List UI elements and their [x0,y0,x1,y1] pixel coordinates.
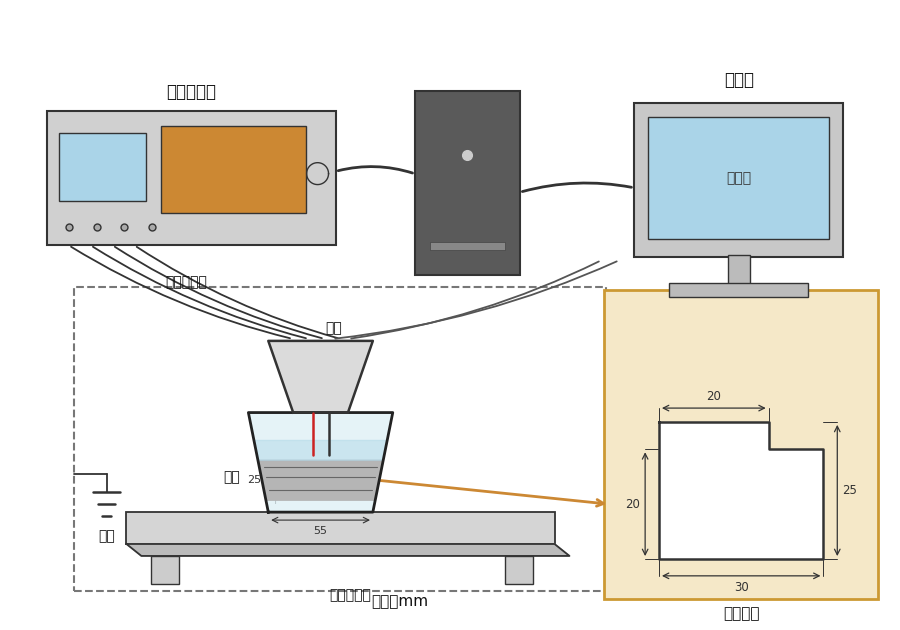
Text: 不锈钢带: 不锈钢带 [723,605,760,621]
Text: 四端对探头: 四端对探头 [166,275,207,289]
Text: 30: 30 [734,581,749,594]
Text: 25: 25 [842,484,857,497]
Text: 55: 55 [313,526,328,536]
Polygon shape [254,440,387,461]
Text: 接地: 接地 [98,529,115,543]
Bar [126,512,554,544]
Bar [58,133,147,200]
Polygon shape [258,461,383,500]
Bar [47,111,336,245]
Polygon shape [268,341,373,413]
Bar [648,117,829,239]
Bar [415,91,519,275]
Text: 烧杯: 烧杯 [224,470,240,484]
Polygon shape [659,422,824,559]
Bar [430,243,505,250]
Text: r: r [274,496,279,506]
Polygon shape [126,544,570,556]
Text: 显示器: 显示器 [724,71,753,89]
Bar [74,287,607,591]
Text: 20: 20 [626,498,640,511]
Bar [669,283,808,297]
Bar [604,290,878,598]
Bar [505,556,533,584]
Text: 电极: 电极 [326,321,342,335]
Text: 20: 20 [706,390,721,403]
Bar [728,255,750,285]
Text: 水平工作台: 水平工作台 [329,588,372,602]
Text: 显示器: 显示器 [726,171,752,185]
Text: 25: 25 [248,475,261,485]
Text: 10: 10 [706,427,721,440]
Bar [634,103,843,257]
Text: 阻抗分析仪: 阻抗分析仪 [166,83,216,101]
Bar [161,126,306,214]
Text: 单位：mm: 单位：mm [372,593,428,609]
Bar [151,556,179,584]
Polygon shape [248,413,392,512]
